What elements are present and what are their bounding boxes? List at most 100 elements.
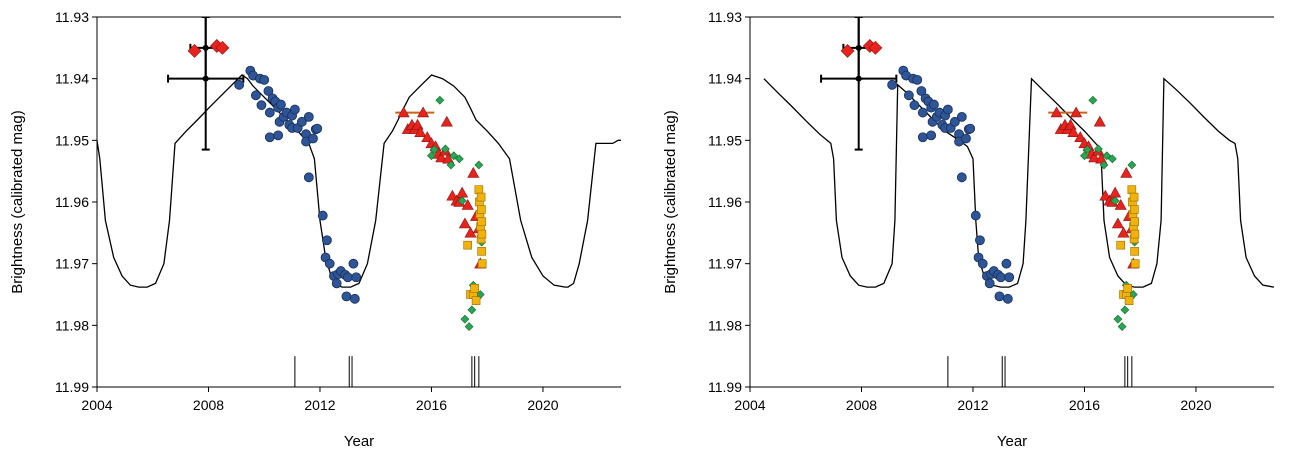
circle-blue-point (1004, 272, 1015, 283)
circle-blue-point (917, 132, 928, 143)
diamond-red-point (215, 40, 230, 55)
square-orange-point (477, 229, 487, 239)
diamond-green-point (1110, 196, 1120, 206)
triangle-red-point (456, 186, 469, 198)
circle-blue-point (970, 210, 981, 221)
square-orange-point (1130, 247, 1139, 256)
diamond-green-point (454, 154, 464, 164)
circle-blue-point (341, 291, 352, 302)
x-tick-label: 2016 (416, 397, 447, 413)
circle-blue-point (977, 258, 988, 269)
x-tick-label: 2004 (734, 397, 765, 413)
diamond-green-point (474, 160, 484, 170)
square-orange-point (1130, 205, 1139, 214)
x-tick-label: 2008 (846, 397, 877, 413)
diamond-green-point (464, 322, 474, 331)
plot-area (97, 17, 621, 387)
diamond-green-point (1082, 145, 1092, 155)
diamond-green-point (1080, 151, 1089, 161)
circle-blue-point (312, 123, 323, 134)
y-tick-label: 11.98 (55, 317, 89, 333)
triangle-red-point (414, 126, 427, 138)
square-orange-point (470, 284, 479, 293)
triangle-red-point (435, 151, 448, 163)
circle-blue-point (917, 107, 928, 118)
circle-blue-point (256, 100, 267, 111)
y-tick-label: 11.98 (708, 317, 742, 333)
triangle-red-point (1088, 151, 1101, 163)
circle-blue-point (1001, 258, 1012, 269)
circle-blue-point (956, 172, 967, 183)
diamond-green-point (1113, 314, 1123, 324)
square-orange-point (477, 247, 486, 256)
diamond-green-point (1107, 154, 1117, 164)
triangle-red-point (1067, 126, 1080, 138)
circle-blue-point (273, 130, 284, 141)
circle-blue-point (264, 107, 275, 118)
square-orange-point (1130, 259, 1140, 268)
square-orange-point (477, 205, 486, 214)
y-tick-label: 11.96 (55, 194, 89, 210)
circle-blue-point (348, 258, 359, 269)
triangle-red-point (1070, 106, 1083, 118)
circle-blue-point (965, 123, 976, 134)
diamond-red-point (187, 43, 202, 58)
circle-blue-point (331, 278, 342, 289)
diamond-green-point (427, 151, 436, 161)
diamond-green-point (1093, 144, 1103, 154)
square-orange-point (471, 296, 481, 305)
circle-blue-point (942, 104, 953, 115)
square-orange-point (1129, 192, 1139, 202)
square-orange-point (1130, 217, 1139, 227)
x-tick-label: 2012 (957, 397, 988, 413)
triangle-red-point (397, 106, 410, 118)
circle-blue-point (289, 104, 300, 115)
triangle-red-point (1050, 106, 1063, 118)
y-tick-label: 11.94 (708, 71, 742, 87)
circle-blue-point (342, 272, 353, 283)
diamond-green-point (1117, 322, 1127, 331)
model-curve (97, 74, 621, 288)
circle-blue-point (324, 258, 335, 269)
circle-blue-point (961, 133, 971, 144)
chart-left: 11.93 11.94 11.95 11.96 11.97 11.98 11.99 2004 2… (9, 9, 621, 450)
circle-blue-point (949, 116, 960, 127)
circle-blue-point (259, 75, 270, 85)
triangle-red-point (1093, 115, 1106, 127)
diamond-green-point (467, 305, 477, 315)
triangle-red-point (1074, 131, 1087, 142)
y-tick-label: 11.97 (708, 256, 742, 272)
y-tick-label: 11.93 (55, 9, 89, 25)
x-tick-label: 2020 (1180, 397, 1211, 413)
triangle-red-point (458, 217, 471, 229)
circle-blue-point (349, 293, 360, 304)
circle-blue-point (903, 90, 914, 101)
diamond-green-point (440, 144, 450, 154)
circle-blue-point (234, 79, 245, 90)
square-orange-point (1124, 296, 1134, 305)
y-tick-label: 11.99 (708, 379, 742, 395)
triangle-red-point (440, 115, 453, 127)
chart-right: 11.93 11.94 11.95 11.96 11.97 11.98 11.99 2004 2… (662, 9, 1274, 450)
circle-blue-point (929, 99, 939, 110)
triangle-red-point (464, 226, 477, 238)
error-bar-center (855, 75, 862, 82)
diamond-green-point (1088, 95, 1098, 105)
diamond-green-point (1102, 151, 1112, 161)
x-axis-title: Year (344, 433, 374, 450)
circle-blue-point (909, 100, 920, 111)
circle-blue-point (887, 79, 898, 90)
circle-blue-point (912, 75, 923, 85)
x-tick-label: 2012 (304, 397, 335, 413)
plot-area (763, 17, 1274, 387)
x-tick-label: 2008 (193, 397, 224, 413)
circle-blue-point (916, 86, 927, 96)
diamond-green-point (457, 196, 467, 206)
y-tick-label: 11.99 (55, 379, 89, 395)
circle-blue-point (994, 291, 1005, 302)
circle-blue-point (995, 272, 1006, 283)
triangle-red-point (1117, 226, 1130, 238)
diamond-green-point (1127, 160, 1137, 170)
triangle-red-point (467, 166, 480, 178)
